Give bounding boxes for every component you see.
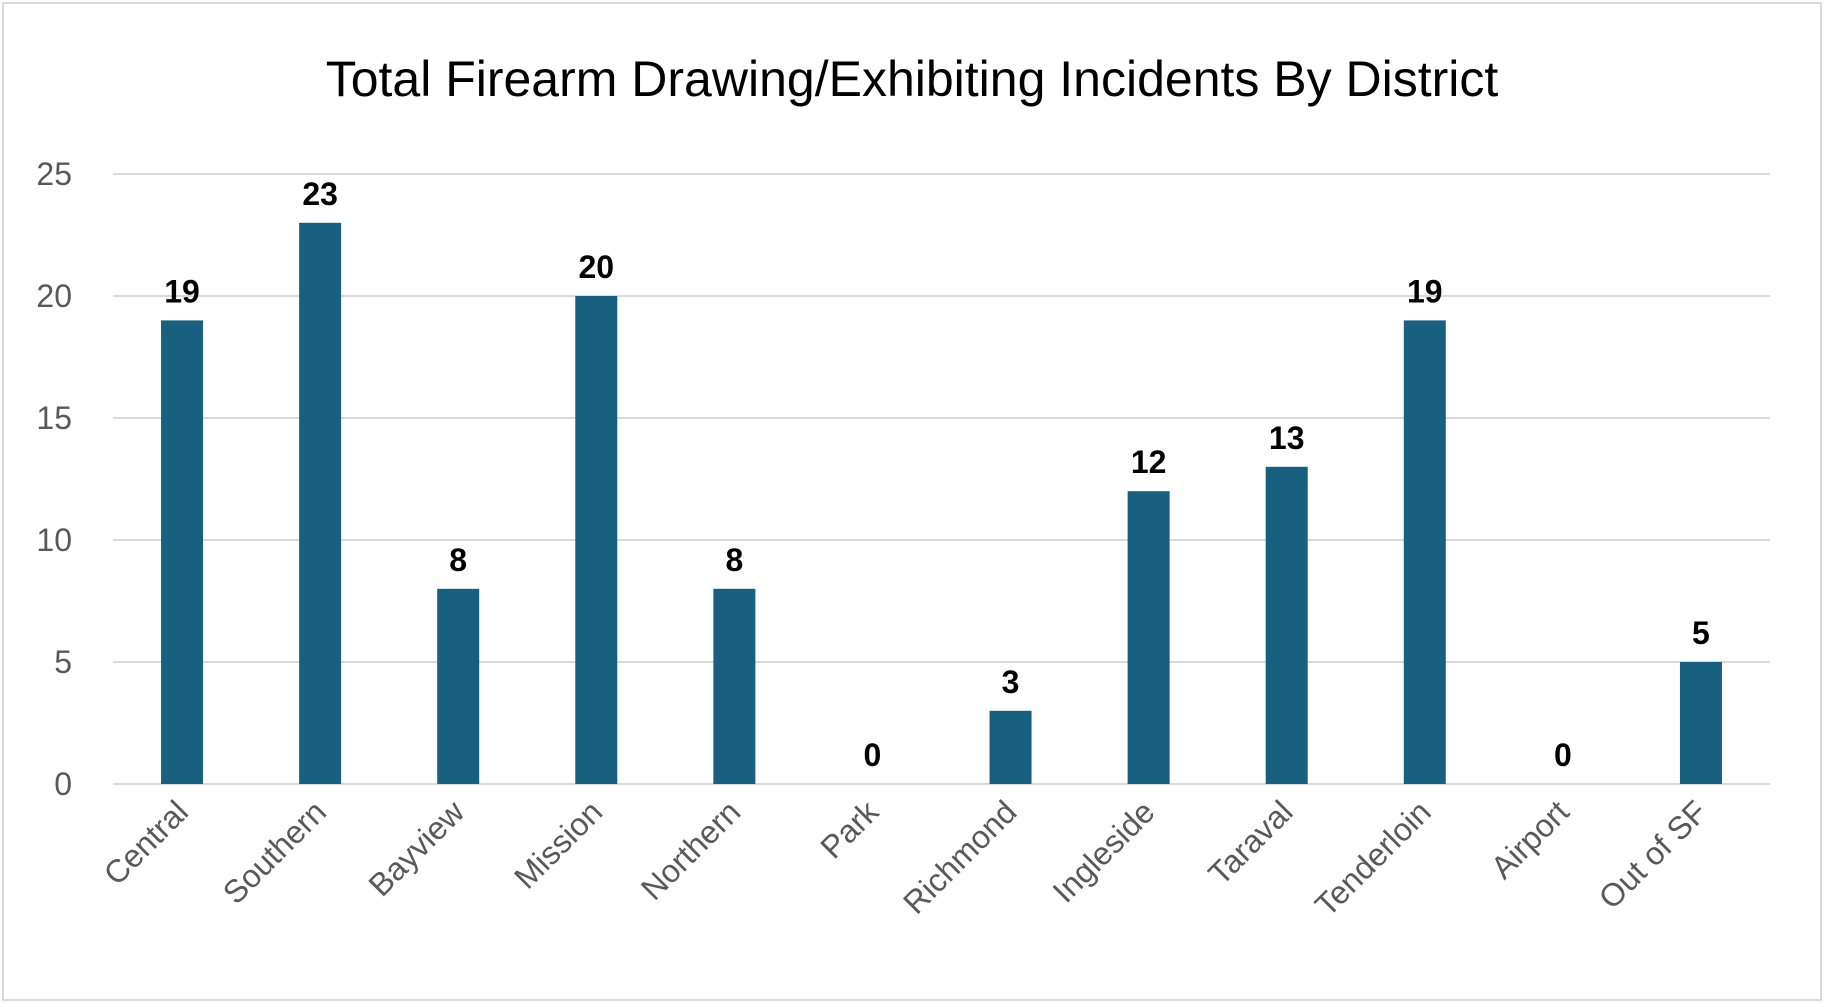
bar-tenderloin: [1403, 320, 1446, 784]
chart-title: Total Firearm Drawing/Exhibiting Inciden…: [326, 51, 1499, 107]
y-tick-label: 25: [36, 156, 72, 192]
data-label: 5: [1692, 615, 1710, 651]
data-label: 23: [302, 176, 338, 212]
y-tick-label: 15: [36, 400, 72, 436]
bar-bayview: [437, 588, 480, 784]
data-label: 0: [864, 737, 882, 773]
data-label: 8: [725, 542, 743, 578]
y-tick-label: 20: [36, 278, 72, 314]
bar-out-of-sf: [1679, 662, 1722, 784]
data-label: 19: [1407, 273, 1443, 309]
data-label: 3: [1002, 664, 1020, 700]
y-tick-label: 0: [54, 766, 72, 802]
data-label: 8: [449, 542, 467, 578]
bar-northern: [713, 588, 756, 784]
bar-southern: [299, 222, 342, 785]
bar-central: [161, 320, 204, 784]
bar-taraval: [1265, 466, 1308, 784]
data-label: 0: [1554, 737, 1572, 773]
data-label: 20: [578, 249, 614, 285]
bar-mission: [575, 296, 618, 784]
bar-ingleside: [1127, 491, 1170, 784]
y-tick-label: 10: [36, 522, 72, 558]
data-label: 19: [164, 273, 200, 309]
bar-richmond: [989, 710, 1032, 784]
data-label: 12: [1131, 444, 1167, 480]
y-tick-label: 5: [54, 644, 72, 680]
data-label: 13: [1269, 420, 1305, 456]
